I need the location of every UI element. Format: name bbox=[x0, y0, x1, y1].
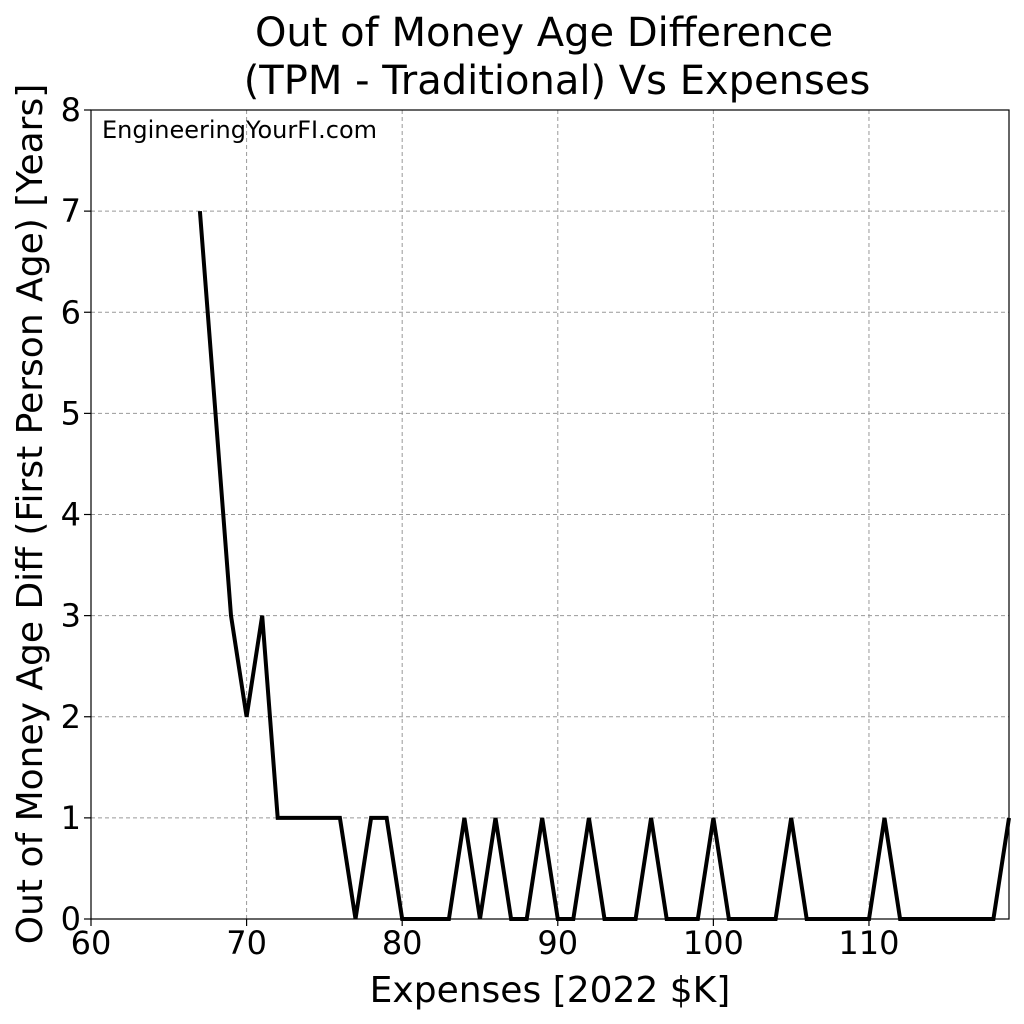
x-tick-label: 90 bbox=[537, 924, 578, 962]
data-series bbox=[197, 210, 1011, 921]
grid-lines bbox=[90, 109, 1009, 920]
series-line bbox=[197, 210, 1011, 921]
y-tick-label: 1 bbox=[61, 799, 81, 837]
x-tick-label: 70 bbox=[226, 924, 267, 962]
x-axis-label: Expenses [2022 $K] bbox=[370, 970, 731, 1011]
watermark: EngineeringYourFI.com bbox=[102, 116, 377, 144]
y-tick-label: 6 bbox=[61, 293, 81, 331]
axis-ticks: 60 70 80 90 100 110 0 1 2 3 4 5 6 7 8 bbox=[61, 91, 900, 962]
y-tick-label: 2 bbox=[61, 698, 81, 736]
x-tick-label: 110 bbox=[838, 924, 899, 962]
y-tick-label: 8 bbox=[61, 91, 81, 129]
y-tick-label: 4 bbox=[61, 496, 81, 534]
x-tick-label: 60 bbox=[71, 924, 112, 962]
y-tick-label: 0 bbox=[61, 900, 81, 938]
y-tick-label: 3 bbox=[61, 597, 81, 635]
y-axis-label: Out of Money Age Diff (First Person Age)… bbox=[10, 84, 51, 945]
x-tick-label: 100 bbox=[683, 924, 744, 962]
x-tick-label: 80 bbox=[382, 924, 423, 962]
chart-title-line-2: (TPM - Traditional) Vs Expenses bbox=[244, 58, 871, 104]
plot-area-frame bbox=[90, 109, 1010, 920]
y-tick-label: 7 bbox=[61, 192, 81, 230]
chart-title-line-1: Out of Money Age Difference bbox=[255, 10, 833, 56]
y-tick-label: 5 bbox=[61, 394, 81, 432]
